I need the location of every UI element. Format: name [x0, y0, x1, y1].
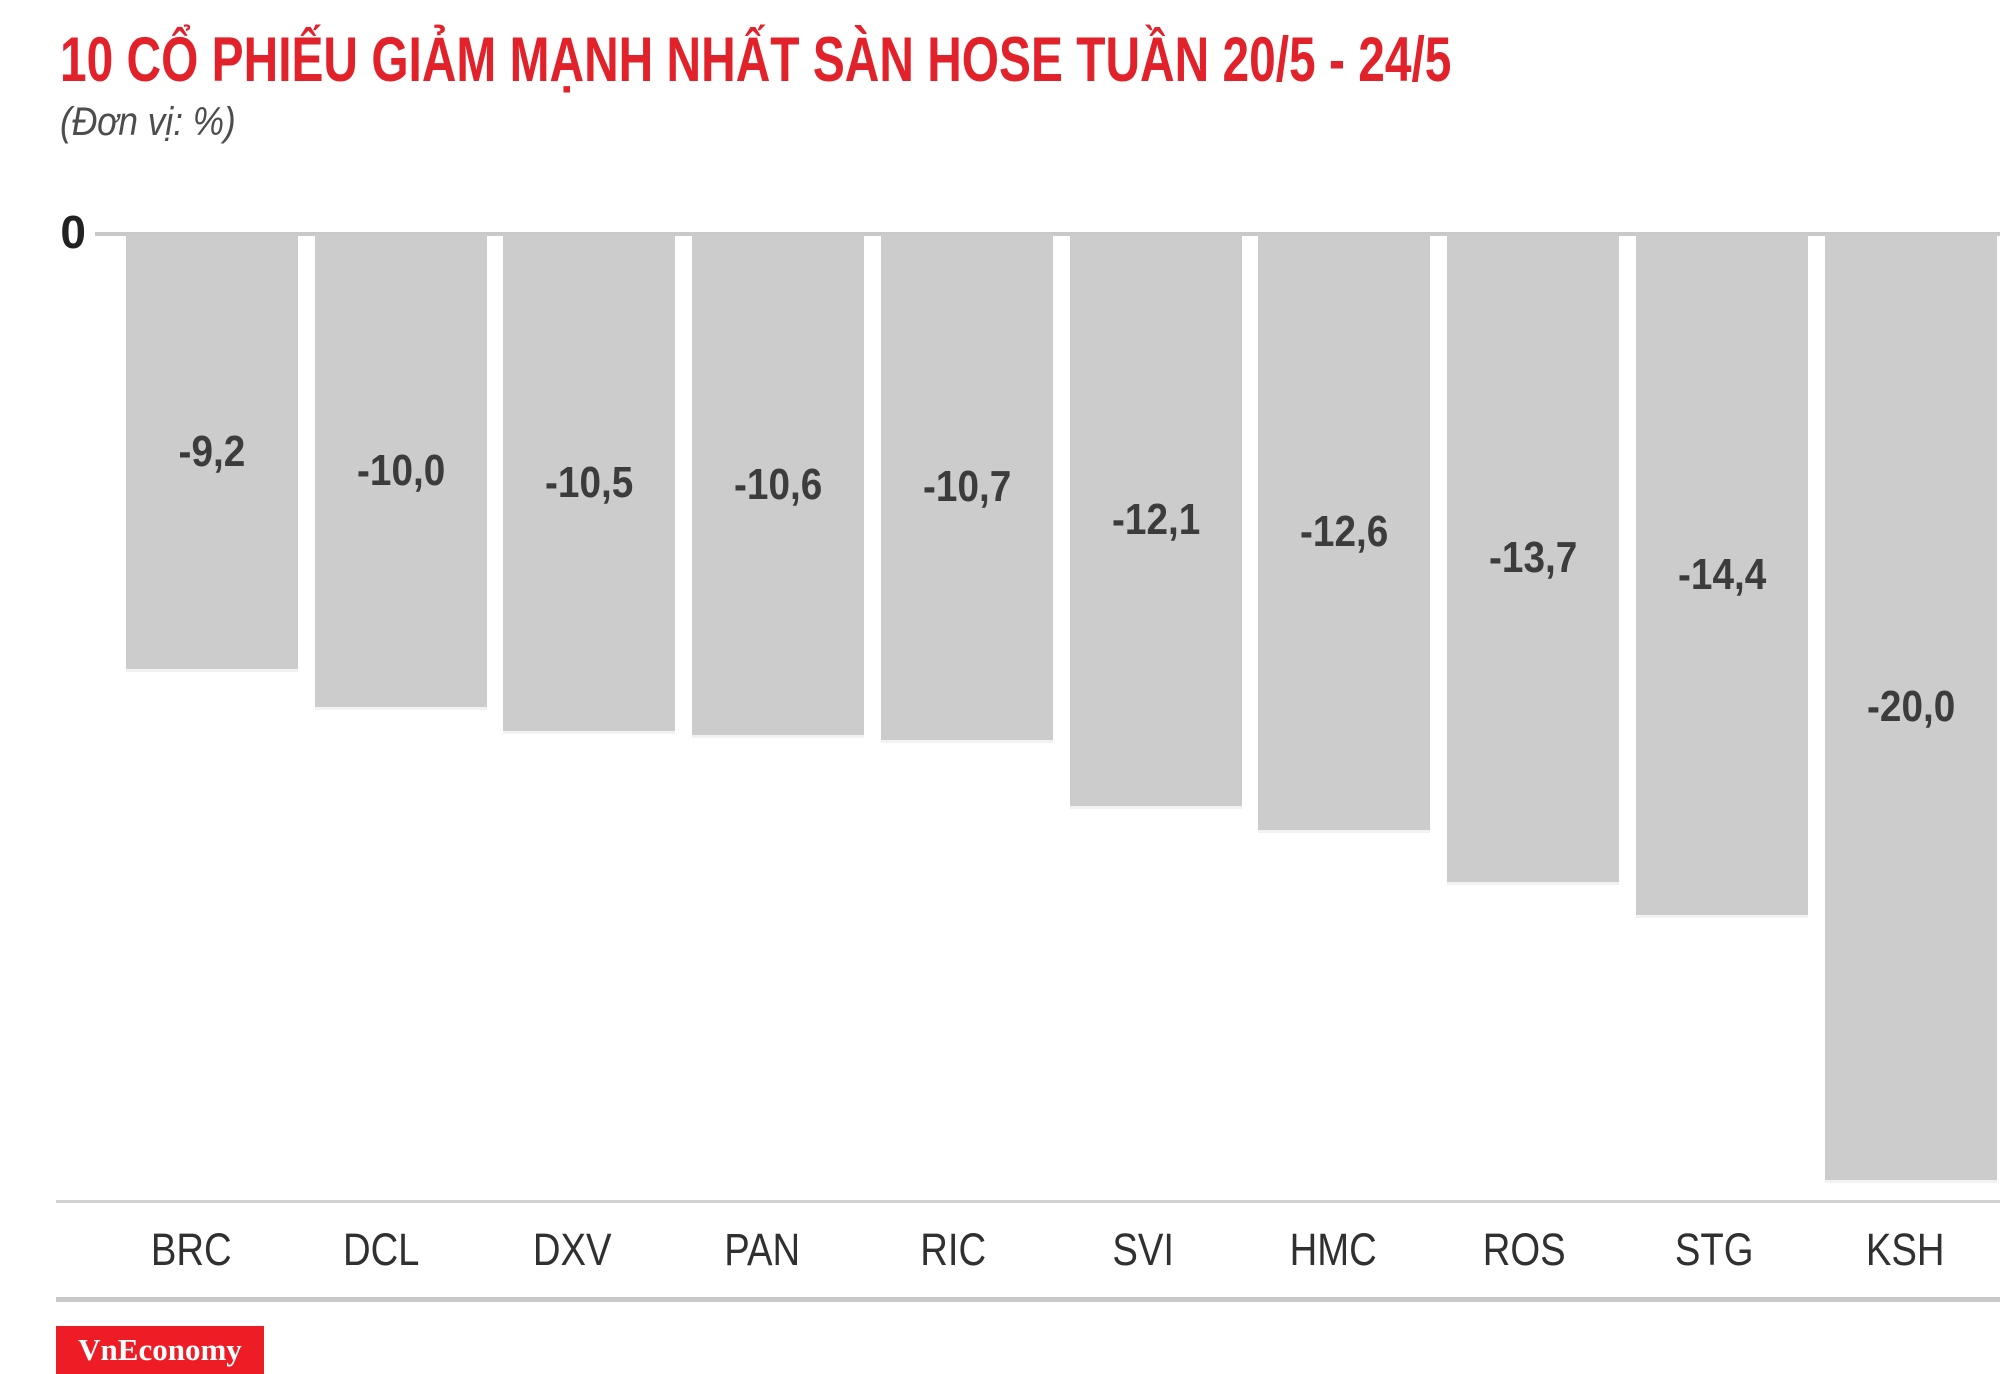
x-axis-label-KSH: KSH [1865, 1224, 1945, 1275]
x-axis-label-HMC: HMC [1290, 1224, 1378, 1275]
x-axis-label-STG: STG [1675, 1224, 1754, 1275]
bar-HMC: -12,6 [1258, 234, 1430, 830]
bar-SVI: -12,1 [1070, 234, 1242, 806]
bar-value-label: -9,2 [178, 426, 246, 476]
bar-value-label: -10,5 [544, 457, 634, 507]
bar-BRC: -9,2 [126, 234, 298, 669]
x-axis-label-DXV: DXV [532, 1224, 612, 1275]
x-axis-label-ROS: ROS [1482, 1224, 1566, 1275]
bar-KSH: -20,0 [1825, 234, 1997, 1180]
bar-value-label: -12,6 [1299, 507, 1389, 556]
vneconomy-logo: VnEconomy [56, 1326, 264, 1374]
y-axis-zero-label: 0 [60, 206, 86, 258]
chart-unit-subtitle: (Đơn vị: %) [60, 100, 236, 144]
bar-DCL: -10,0 [315, 234, 487, 707]
bar-value-label: -10,6 [733, 459, 823, 509]
bar-STG: -14,4 [1636, 234, 1808, 915]
bar-RIC: -10,7 [881, 234, 1053, 740]
bar-value-label: -20,0 [1866, 682, 1956, 731]
x-axis-label-SVI: SVI [1112, 1224, 1175, 1275]
chart-title: 10 CỔ PHIẾU GIẢM MẠNH NHẤT SÀN HOSE TUẦN… [60, 25, 1452, 95]
axis-strip-top-rule [56, 1200, 2000, 1203]
bar-ROS: -13,7 [1447, 234, 1619, 882]
x-axis-label-PAN: PAN [724, 1224, 801, 1275]
axis-strip-bottom-rule [56, 1297, 2000, 1302]
bar-value-label: -12,1 [1111, 495, 1201, 544]
x-axis-labels: BRC DCL DXV PAN RIC SVI HMC ROS STG KSH [96, 1203, 2000, 1297]
bar-value-label: -10,0 [356, 445, 446, 495]
bar-PAN: -10,6 [692, 234, 864, 735]
x-axis-label-BRC: BRC [150, 1224, 232, 1275]
bar-value-label: -13,7 [1488, 533, 1578, 582]
x-axis-label-RIC: RIC [919, 1224, 986, 1275]
vneconomy-logo-text: VnEconomy [78, 1332, 242, 1367]
bar-value-label: -10,7 [922, 462, 1012, 511]
bar-DXV: -10,5 [503, 234, 675, 731]
bar-value-label: -14,4 [1677, 549, 1767, 599]
x-axis-label-DCL: DCL [343, 1224, 420, 1275]
